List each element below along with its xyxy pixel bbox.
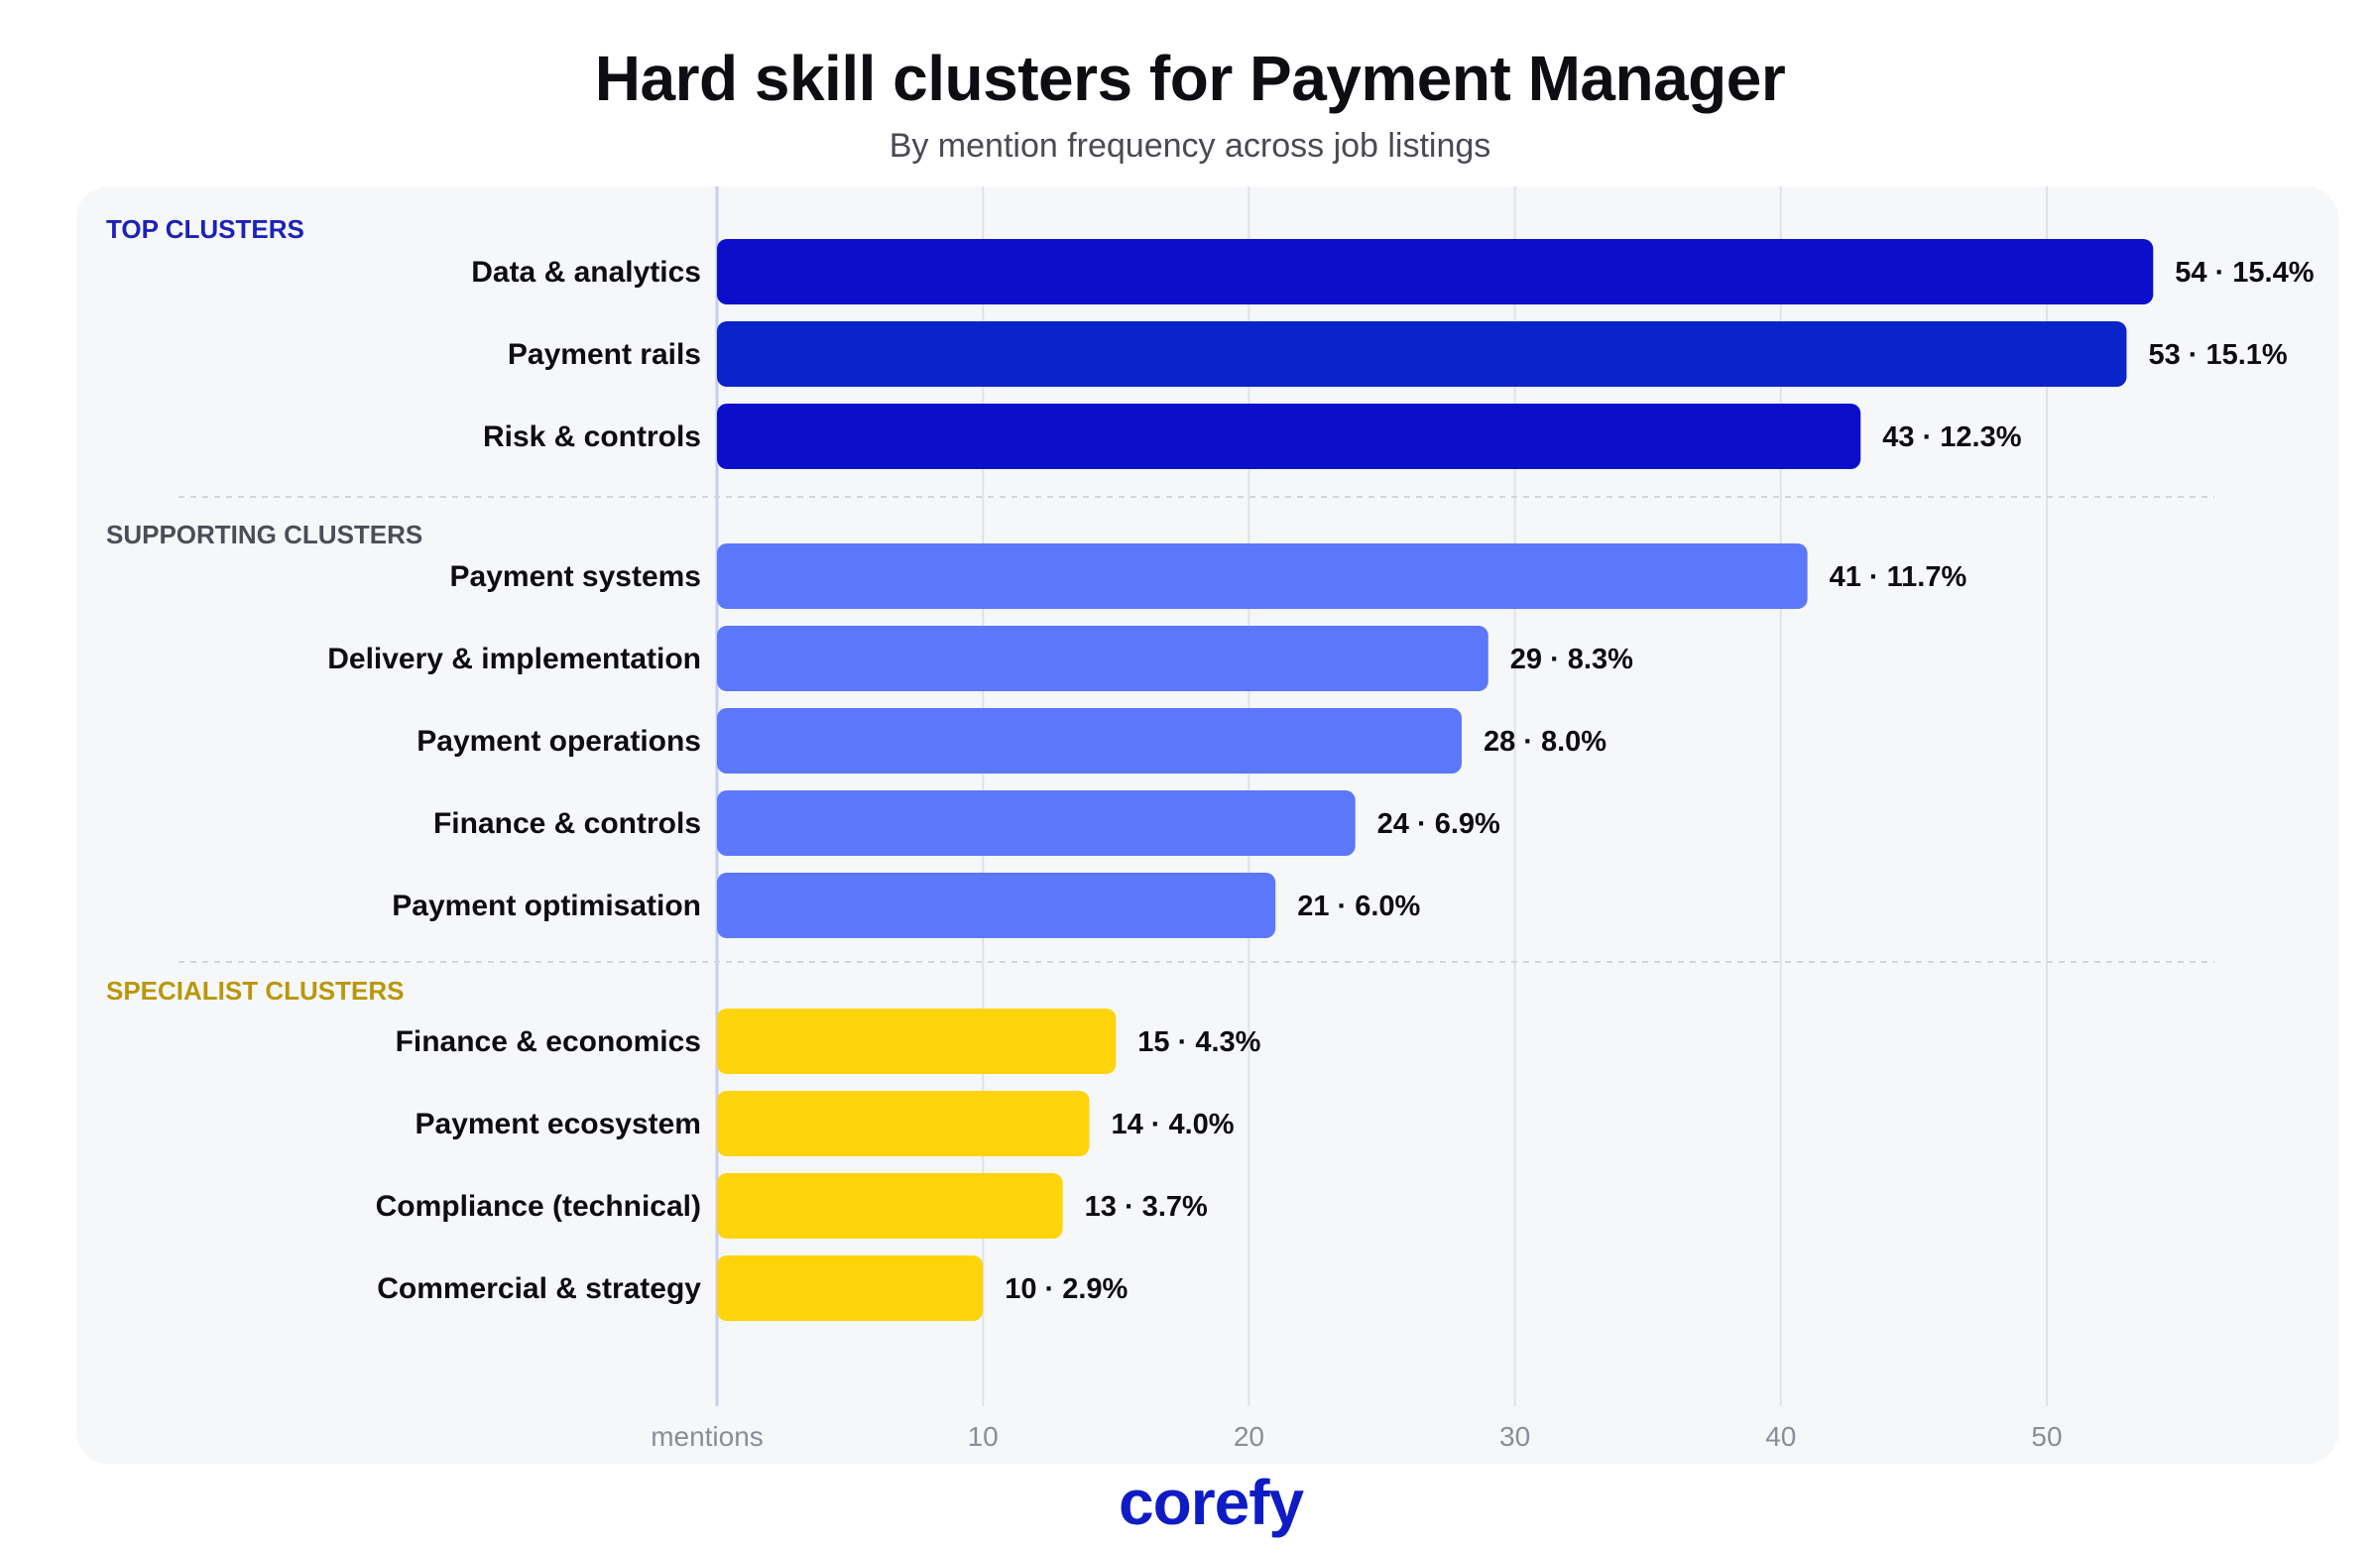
x-tick-label-50: 50	[2031, 1421, 2062, 1452]
data-label: 29 · 8.3%	[1510, 644, 1633, 675]
bar-commercial-strategy	[717, 1255, 984, 1321]
bar-delivery-implementation	[717, 626, 1488, 691]
chart-title: Hard skill clusters for Payment Manager	[594, 43, 1786, 114]
bar-data-analytics	[717, 239, 2154, 304]
bar-payment-rails	[717, 321, 2127, 387]
data-label: 28 · 8.0%	[1484, 726, 1606, 758]
data-label: 43 · 12.3%	[1882, 421, 2021, 453]
data-label: 13 · 3.7%	[1085, 1191, 1208, 1223]
category-label: Payment rails	[508, 338, 701, 371]
data-label: 24 · 6.9%	[1377, 808, 1500, 840]
chart-panel: 10 20 30 40 50 mentions TOP CLUSTERS Data & ana…	[76, 186, 2338, 1464]
x-tick-label-20: 20	[1234, 1421, 1264, 1452]
data-label: 41 · 11.7%	[1830, 561, 1967, 593]
chart-subtitle: By mention frequency across job listings	[889, 127, 1491, 165]
category-label: Payment operations	[416, 725, 701, 758]
bar-payment-optimisation	[717, 873, 1276, 938]
category-label: Finance & economics	[396, 1025, 701, 1058]
category-label: Payment optimisation	[392, 890, 701, 922]
group-heading-supporting: SUPPORTING CLUSTERS	[106, 520, 422, 549]
data-label: 14 · 4.0%	[1111, 1109, 1234, 1140]
bar-chart: 10 20 30 40 50 mentions TOP CLUSTERS Data & ana…	[106, 186, 2315, 1452]
group-heading-top: TOP CLUSTERS	[106, 214, 304, 244]
data-label: 15 · 4.3%	[1137, 1026, 1260, 1058]
bar-payment-operations	[717, 708, 1462, 774]
x-tick-label-30: 30	[1499, 1421, 1530, 1452]
data-label: 54 · 15.4%	[2175, 257, 2314, 289]
category-label: Commercial & strategy	[377, 1272, 701, 1305]
bar-risk-controls	[717, 404, 1861, 469]
data-label: 53 · 15.1%	[2148, 339, 2287, 371]
data-label: 10 · 2.9%	[1005, 1273, 1128, 1305]
category-label: Delivery & implementation	[327, 643, 701, 675]
x-tick-label-40: 40	[1765, 1421, 1796, 1452]
category-label: Risk & controls	[483, 420, 701, 453]
category-label: Payment systems	[450, 560, 701, 593]
group-heading-specialist: SPECIALIST CLUSTERS	[106, 976, 404, 1006]
bar-compliance-technical-	[717, 1173, 1063, 1239]
bar-finance-controls	[717, 790, 1356, 856]
category-label: Data & analytics	[471, 256, 701, 289]
x-axis-label: mentions	[651, 1421, 764, 1452]
category-label: Compliance (technical)	[376, 1190, 701, 1223]
bar-finance-economics	[717, 1009, 1117, 1074]
bar-payment-ecosystem	[717, 1091, 1090, 1156]
corefy-logo: corefy	[1119, 1467, 1304, 1538]
data-label: 21 · 6.0%	[1297, 891, 1420, 922]
x-tick-label-10: 10	[968, 1421, 999, 1452]
category-label: Finance & controls	[433, 807, 701, 840]
category-label: Payment ecosystem	[416, 1108, 702, 1140]
bar-payment-systems	[717, 543, 1808, 609]
